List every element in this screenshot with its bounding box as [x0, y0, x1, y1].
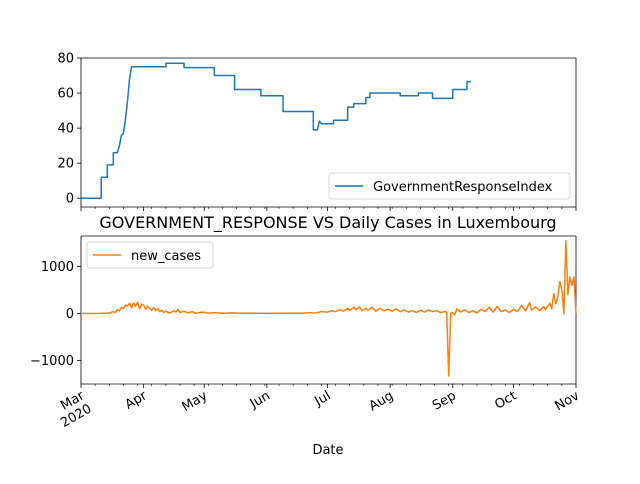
- y-tick-label: 60: [57, 87, 74, 102]
- new_cases-line: [80, 239, 577, 377]
- x-tick-label-line: Jul: [312, 388, 334, 409]
- GovernmentResponseIndex-line: [81, 62, 471, 199]
- x-tick-label-line: May: [179, 388, 210, 415]
- x-tick-label: Jun: [247, 388, 273, 412]
- y-tick-label: 40: [57, 122, 74, 137]
- x-tick-label: May: [179, 388, 210, 415]
- y-tick-label: −1000: [30, 354, 74, 369]
- x-tick-label: Nov: [553, 388, 583, 414]
- y-tick-label: 20: [57, 157, 74, 172]
- x-tick-label: Apr: [123, 388, 151, 413]
- x-tick-label-line: Nov: [553, 388, 583, 414]
- y-tick-label: 0: [66, 192, 74, 207]
- x-tick-label-line: Aug: [367, 388, 396, 414]
- x-tick-label-line: Jun: [247, 388, 273, 412]
- legend-box: [86, 241, 214, 269]
- legend-label: new_cases: [131, 249, 201, 264]
- legend-label: GovernmentResponseIndex: [373, 180, 553, 195]
- bottom-axes: −1000 0 1000 new_cases Mar2020 Apr May Jun Jul Au…: [30, 235, 583, 431]
- y-tick-label: 0: [66, 307, 74, 322]
- x-tick-label: Aug: [367, 388, 396, 414]
- y-tick-label: 1000: [41, 260, 74, 275]
- legend-box: [328, 172, 571, 200]
- x-tick-label: Sep: [430, 388, 459, 413]
- chart-title: GOVERNMENT_RESPONSE VS Daily Cases in Lu…: [99, 213, 556, 233]
- x-tick-label: Mar2020: [51, 388, 95, 431]
- x-tick-label-line: Apr: [123, 388, 151, 413]
- x-axis-label: Date: [312, 443, 343, 458]
- x-tick-label-line: Oct: [492, 388, 519, 412]
- y-tick-label: 80: [57, 52, 74, 67]
- top-axes: 0 20 40 60 80 GovernmentResponseIndex: [57, 52, 577, 211]
- x-tick-label-line: Sep: [430, 388, 459, 413]
- x-tick-label: Oct: [492, 388, 519, 412]
- x-tick-label: Jul: [312, 388, 334, 409]
